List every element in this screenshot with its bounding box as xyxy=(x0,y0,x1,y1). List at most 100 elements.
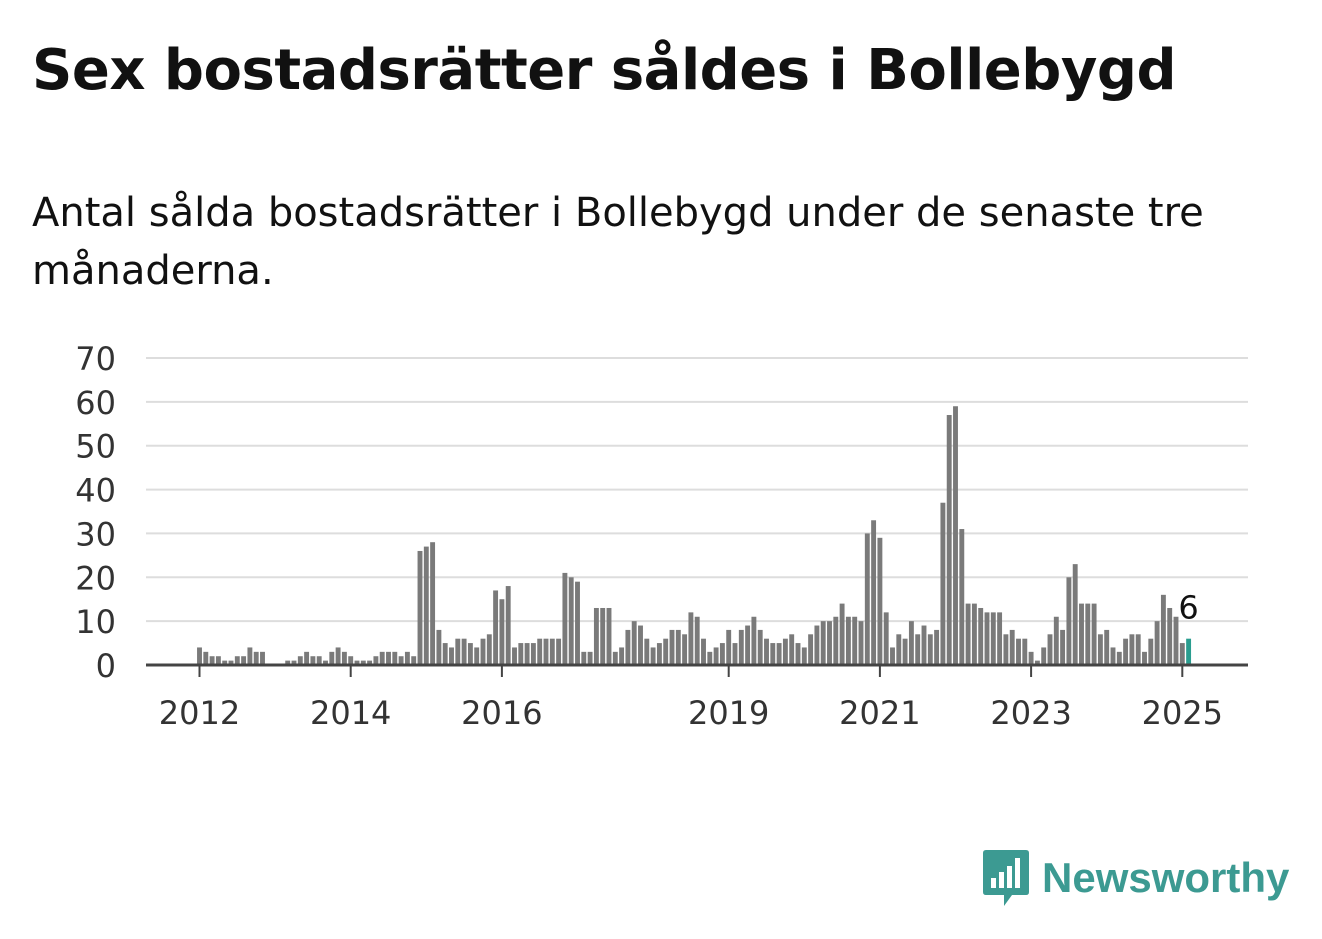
bar xyxy=(959,529,965,665)
bar xyxy=(392,651,398,665)
x-tick-label: 2014 xyxy=(310,694,391,732)
bar xyxy=(467,643,473,665)
bar xyxy=(896,634,902,665)
bar xyxy=(423,546,429,665)
bar xyxy=(486,634,492,665)
bar xyxy=(883,612,889,665)
x-tick-label: 2021 xyxy=(839,694,920,732)
bar xyxy=(549,638,555,665)
bar xyxy=(442,643,448,665)
x-tick-label: 2012 xyxy=(159,694,240,732)
bar xyxy=(228,660,234,665)
bar xyxy=(612,651,618,665)
bar xyxy=(329,651,335,665)
bar xyxy=(745,625,751,665)
bar xyxy=(543,638,549,665)
bar xyxy=(247,647,253,665)
bar xyxy=(1009,629,1015,665)
bar xyxy=(1003,634,1009,665)
bar xyxy=(1160,594,1166,665)
bar xyxy=(732,643,738,665)
bar xyxy=(764,638,769,665)
bar xyxy=(833,616,839,665)
bar xyxy=(827,621,832,665)
bar xyxy=(638,625,643,665)
bar xyxy=(795,643,801,665)
bar xyxy=(839,603,845,665)
bar xyxy=(971,603,977,665)
bar xyxy=(455,638,461,665)
bar xyxy=(770,643,776,665)
bar xyxy=(984,612,990,665)
y-axis-labels: 0 10 20 30 40 50 60 70 xyxy=(75,340,116,685)
bar xyxy=(341,651,347,665)
bar xyxy=(310,656,316,665)
bar xyxy=(927,634,933,665)
chart-title: Sex bostadsrätter såldes i Bollebygd xyxy=(32,38,1177,103)
bar xyxy=(953,406,958,665)
bar xyxy=(215,656,221,665)
bar xyxy=(1167,607,1173,665)
x-tick-label: 2016 xyxy=(461,694,542,732)
bar xyxy=(1041,647,1047,665)
bar xyxy=(631,621,637,665)
bar xyxy=(593,607,599,665)
bar xyxy=(669,629,675,665)
bar xyxy=(1135,634,1141,665)
bar xyxy=(1047,634,1053,665)
bar xyxy=(1179,643,1185,665)
bar-latest xyxy=(1186,638,1192,665)
bar xyxy=(1154,621,1160,665)
bar xyxy=(480,638,486,665)
bar xyxy=(562,572,568,665)
bar xyxy=(360,660,366,665)
bar xyxy=(241,656,247,665)
x-tick-label: 2025 xyxy=(1142,694,1223,732)
bar xyxy=(675,629,681,665)
bar xyxy=(530,643,536,665)
bar xyxy=(1097,634,1103,665)
bar xyxy=(1060,629,1066,665)
y-tick-label: 30 xyxy=(75,515,116,553)
bar xyxy=(1053,616,1059,665)
bar-chart: 0 10 20 30 40 50 60 70 2012 2014 2016 2019 2021 2023… xyxy=(75,340,1248,732)
brand-name: Newsworthy xyxy=(1042,854,1290,901)
bar xyxy=(1016,638,1021,665)
bar xyxy=(1028,651,1034,665)
bar xyxy=(852,616,858,665)
bar xyxy=(209,656,215,665)
bar xyxy=(291,660,297,665)
bar xyxy=(499,599,505,665)
bar xyxy=(197,647,202,665)
bar xyxy=(606,607,612,665)
bar xyxy=(1142,651,1147,665)
bar xyxy=(203,651,209,665)
bar xyxy=(934,629,940,665)
y-tick-label: 0 xyxy=(96,647,116,685)
bar xyxy=(398,656,404,665)
bar xyxy=(694,616,700,665)
chart-subtitle: Antal sålda bostadsrätter i Bollebygd un… xyxy=(32,190,1204,294)
x-tick-label: 2019 xyxy=(688,694,769,732)
bar xyxy=(871,520,877,665)
bar xyxy=(505,586,511,665)
bar xyxy=(1079,603,1084,665)
bar xyxy=(682,634,688,665)
bar xyxy=(814,625,820,665)
bar xyxy=(902,638,908,665)
bar xyxy=(751,616,757,665)
bar xyxy=(997,612,1003,665)
bar xyxy=(1091,603,1097,665)
bar xyxy=(335,647,341,665)
bar xyxy=(316,656,322,665)
bar xyxy=(234,656,240,665)
y-tick-label: 60 xyxy=(75,384,116,422)
bar xyxy=(524,643,530,665)
bar xyxy=(1085,603,1091,665)
bar xyxy=(650,647,656,665)
x-tick-label: 2023 xyxy=(990,694,1071,732)
bar xyxy=(354,660,360,665)
bar xyxy=(348,656,354,665)
bar xyxy=(518,643,524,665)
bar xyxy=(474,647,480,665)
